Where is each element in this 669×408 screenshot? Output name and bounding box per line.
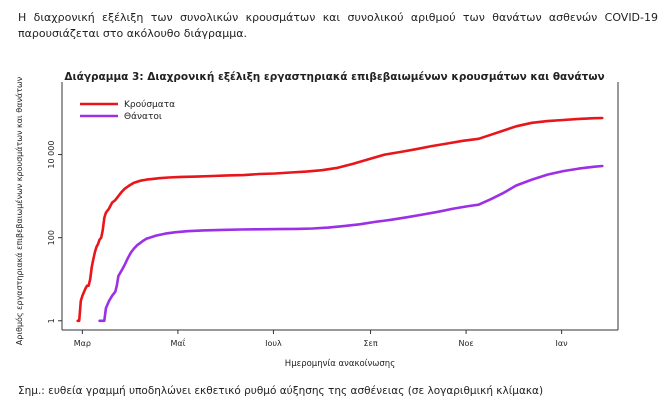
chart-legend: Κρούσματα Θάνατοι — [80, 99, 175, 122]
y-axis-title: Αριθμός εργαστηριακά επιβεβαιωμένων κρου… — [14, 76, 24, 345]
footnote: Σημ.: ευθεία γραμμή υποδηλώνει εκθετικό … — [18, 385, 544, 397]
x-tick-label: Μαρ — [74, 339, 91, 348]
y-tick-label: 100 — [47, 230, 56, 245]
series-line-cases — [76, 116, 604, 323]
x-tick-label: Ιουλ — [265, 339, 282, 348]
y-tick-label: 1 — [47, 318, 56, 323]
y-tick-label: 10 000 — [47, 141, 56, 169]
x-tick-label: Μαΐ — [170, 337, 185, 348]
legend-label: Θάνατοι — [124, 112, 162, 122]
x-tick-label: Νοε — [458, 339, 473, 348]
legend-label: Κρούσματα — [124, 99, 175, 110]
x-axis-title: Ημερομηνία ανακοίνωσης — [285, 359, 395, 369]
x-tick-label: Ιαν — [556, 339, 569, 348]
series-line-deaths — [98, 164, 604, 323]
chart-title: Διάγραμμα 3: Διαχρονική εξέλιξη εργαστηρ… — [64, 71, 605, 83]
x-tick-label: Σεπ — [363, 339, 377, 348]
intro-paragraph: Η διαχρονική εξέλιξη των συνολικών κρουσ… — [18, 11, 658, 40]
chart-svg: 1 100 10 000 Μαρ Μαΐ Ιουλ Σεπ Νοε Ιαν Κρούσματα Θ… — [14, 76, 619, 369]
chart-axes: 1 100 10 000 Μαρ Μαΐ Ιουλ Σεπ Νοε Ιαν — [47, 82, 619, 348]
chart-series — [76, 116, 604, 323]
